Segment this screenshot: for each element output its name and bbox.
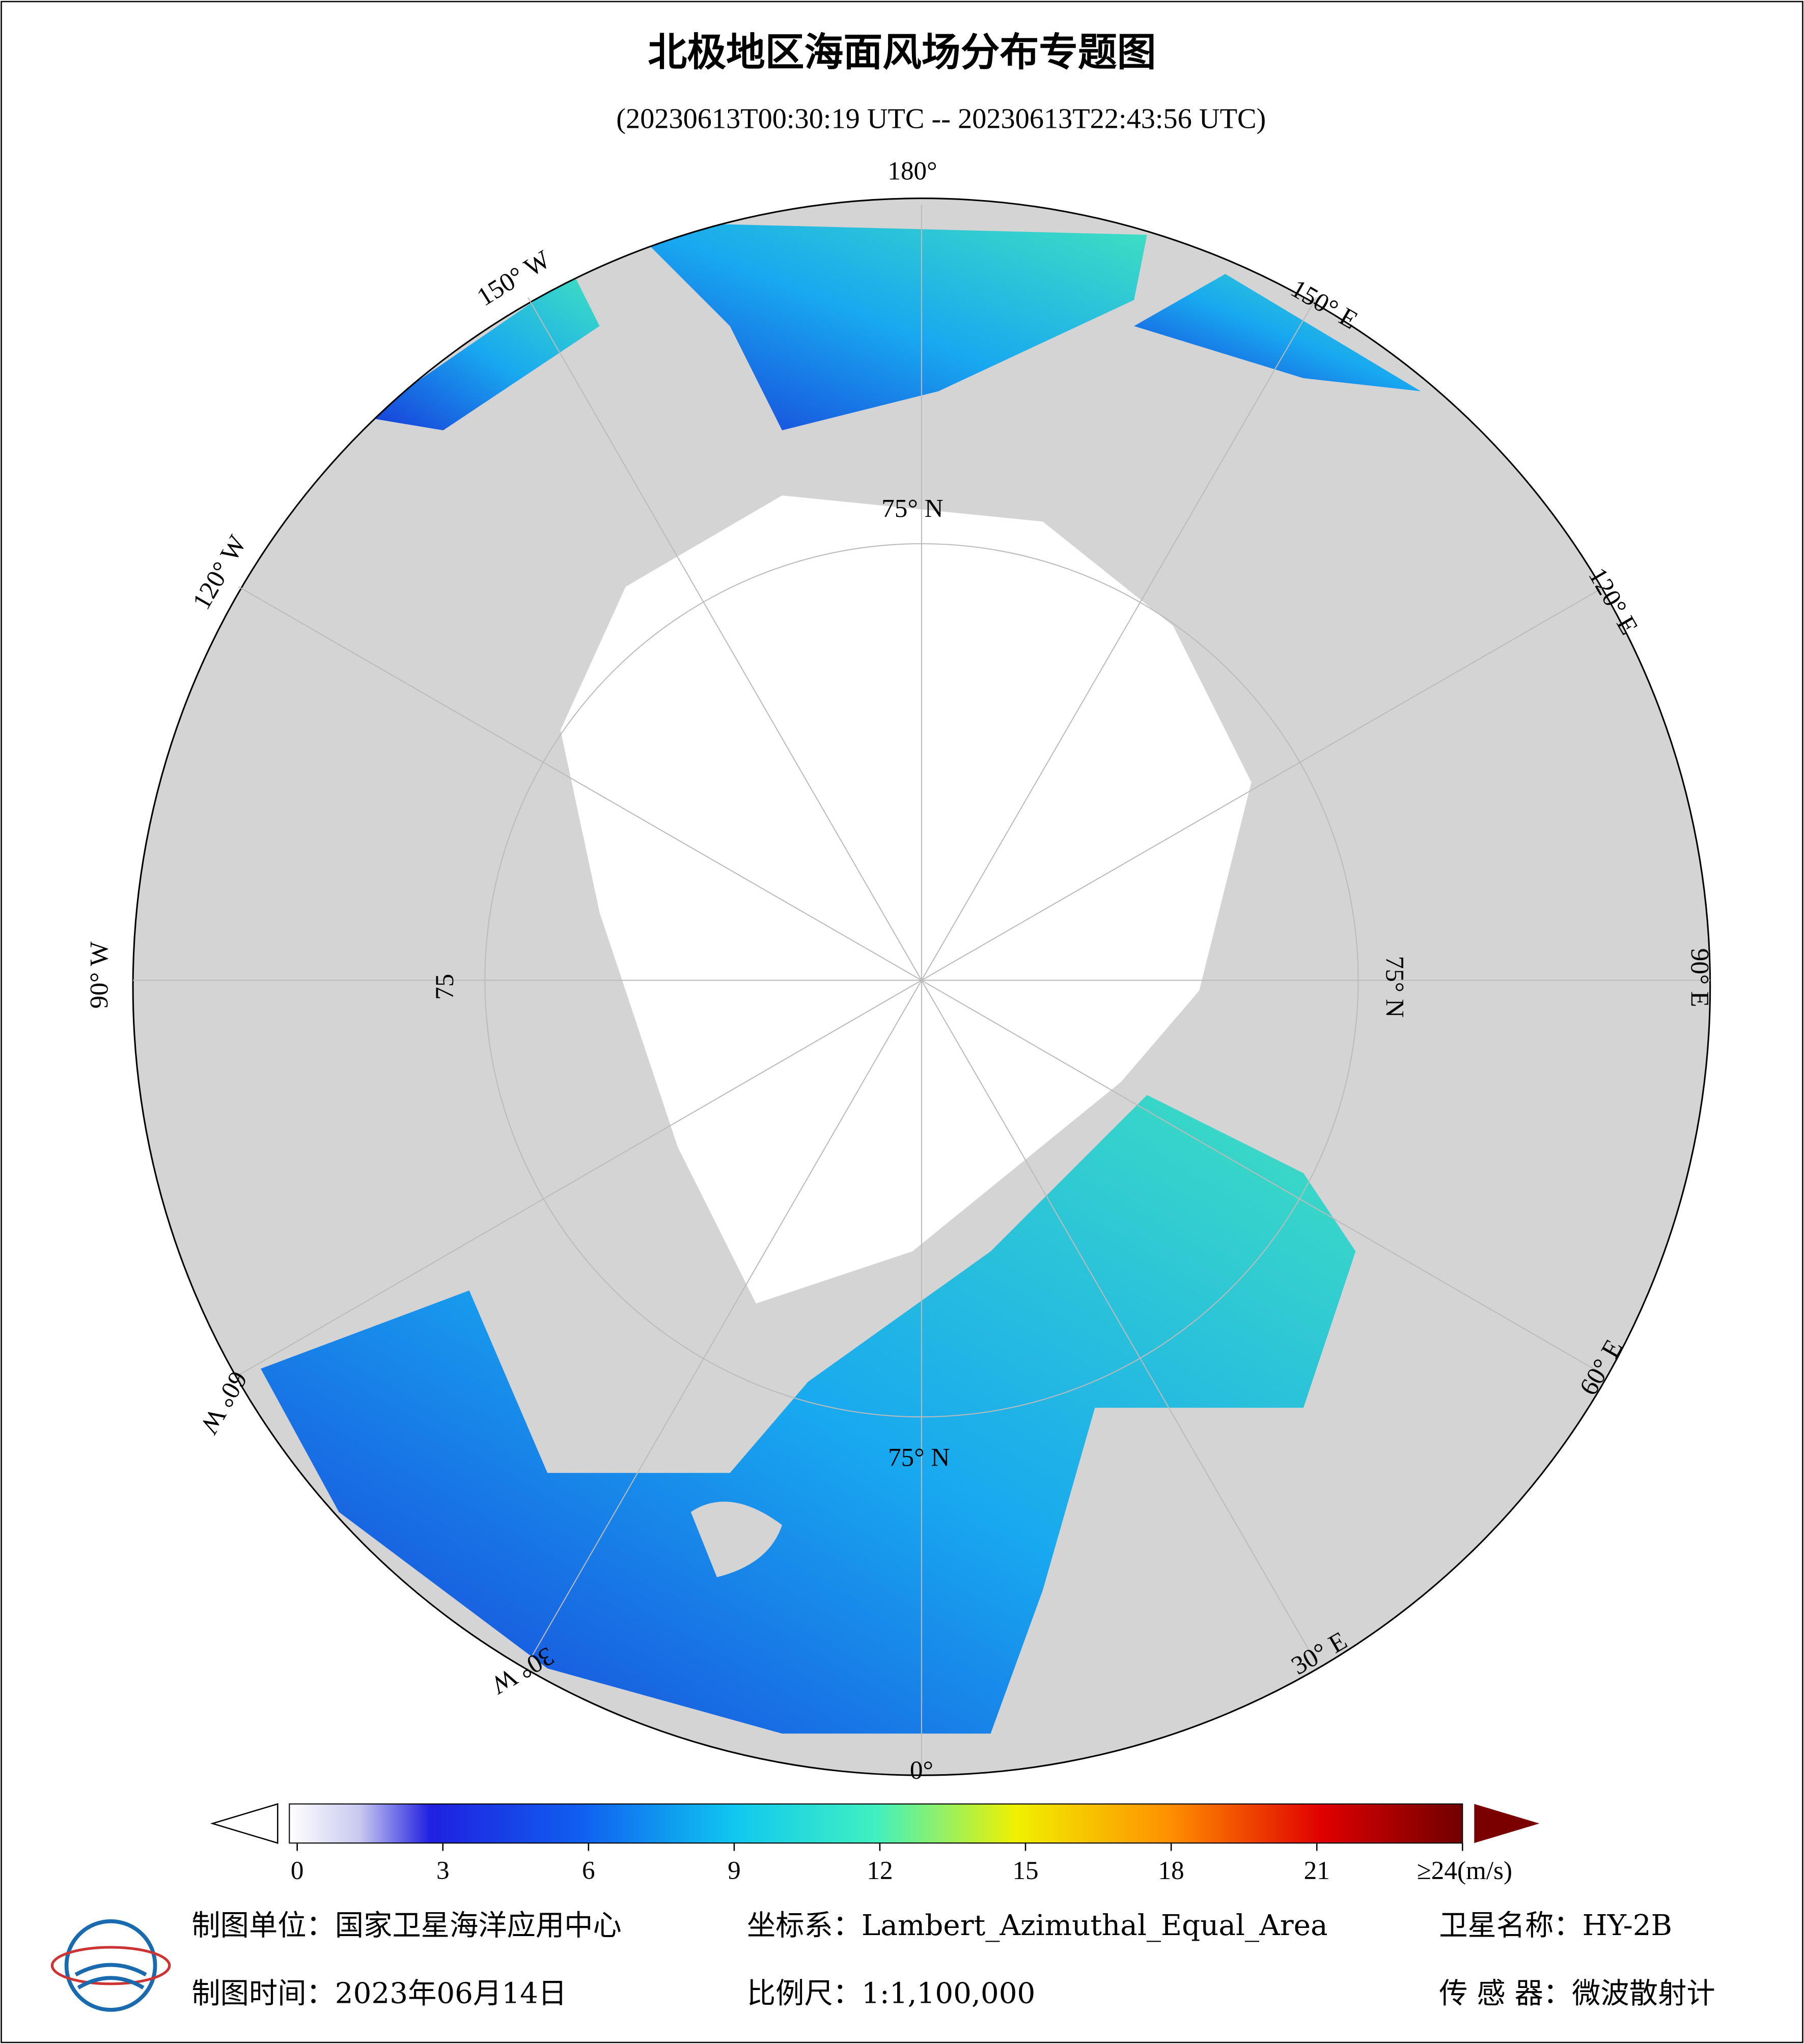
lat-label: 75° N <box>881 494 943 523</box>
lat-label: 75 <box>430 974 459 1000</box>
colorbar-under <box>210 1803 279 1844</box>
colorbar-tick-label: 12 <box>867 1856 893 1885</box>
map-border <box>132 198 1711 1776</box>
lon-label: 90° E <box>1685 948 1714 1007</box>
meridian <box>238 586 922 981</box>
colorbar-tick-label: 18 <box>1158 1856 1184 1885</box>
colorbar-tick-label: ≥24(m/s) <box>1417 1856 1512 1885</box>
lon-label: 180° <box>887 157 937 186</box>
colorbar-tick-label: 3 <box>436 1856 450 1885</box>
footer-text: 制图单位：国家卫星海洋应用中心 <box>191 1909 621 1942</box>
colorbar-tick-label: 0 <box>291 1856 304 1885</box>
colorbar-tick-label: 6 <box>582 1856 595 1885</box>
ocean-wind <box>365 274 600 431</box>
meridian <box>921 980 1317 1664</box>
ocean-wind <box>1134 274 1421 391</box>
footer-text: 制图时间：2023年06月14日 <box>191 1977 567 2010</box>
meridian <box>921 297 1317 981</box>
footer: 制图单位：国家卫星海洋应用中心 坐标系：Lambert_Azimuthal_Eq… <box>50 1909 1715 2012</box>
colorbar-tick-label: 9 <box>728 1856 741 1885</box>
lon-label: 90° W <box>85 941 114 1009</box>
lat-label: 75° N <box>1380 956 1409 1018</box>
sea-ice <box>560 495 1252 1304</box>
colorbar-tick-label: 21 <box>1304 1856 1330 1885</box>
ocean-wind <box>625 221 1147 431</box>
graticule <box>133 205 1710 1769</box>
subtitle: (20230613T00:30:19 UTC -- 20230613T22:43… <box>616 103 1266 134</box>
lat-label: 75° N <box>888 1443 950 1472</box>
colorbar-over <box>1474 1804 1540 1843</box>
footer-text: 传 感 器：微波散射计 <box>1439 1977 1715 2010</box>
colorbar <box>210 1803 1540 1844</box>
footer-text: 比例尺：1:1,100,000 <box>747 1977 1036 2010</box>
meridian <box>238 979 922 1376</box>
meridian <box>527 980 922 1664</box>
meridian <box>921 979 1605 1376</box>
logo <box>50 1919 171 2012</box>
footer-text: 坐标系：Lambert_Azimuthal_Equal_Area <box>747 1909 1328 1942</box>
lon-label: 0° <box>910 1756 933 1785</box>
land <box>690 1501 782 1578</box>
ocean-wind <box>260 1095 1356 1734</box>
meridian <box>921 586 1605 981</box>
footer-text: 卫星名称：HY-2B <box>1439 1909 1672 1942</box>
meridian <box>527 297 922 981</box>
colorbar-tick-label: 15 <box>1012 1856 1038 1885</box>
colorbar-bar <box>289 1803 1463 1844</box>
title: 北极地区海面风场分布专题图 <box>648 30 1156 75</box>
